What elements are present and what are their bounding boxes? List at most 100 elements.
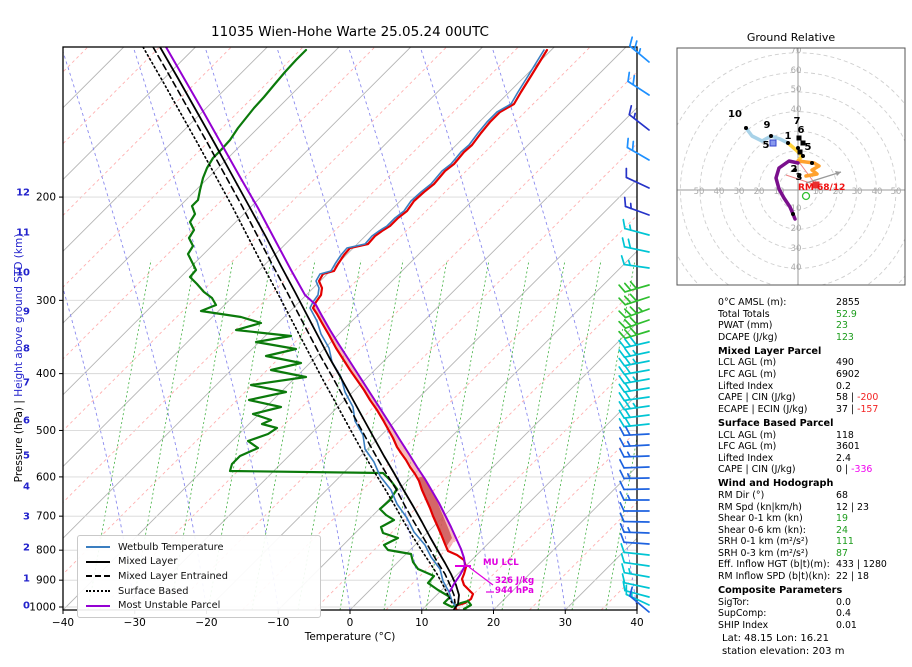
annotation-leader-line: [468, 566, 494, 586]
wind-barb: [618, 391, 650, 402]
isotherm-line: [63, 47, 340, 324]
panel-row-value: 12 | 23: [836, 502, 869, 514]
legend-line-sample: [86, 604, 110, 607]
panel-row-label: CAPE | CIN (J/kg): [718, 464, 796, 476]
panel-row-value: 68: [836, 490, 848, 502]
wind-barb: [622, 218, 650, 236]
station-footer: Lat: 48.15 Lon: 16.21 station elevation:…: [722, 633, 844, 658]
rm-vector-label: RM 68/12: [798, 183, 845, 193]
chart-title: 11035 Wien-Hohe Warte 25.05.24 00UTC: [211, 24, 489, 40]
panel-row-label: SupComp:: [718, 608, 767, 620]
panel-value: 0.2: [836, 380, 851, 392]
hodograph-level-dot: [796, 146, 800, 150]
wind-barb: [618, 365, 650, 376]
wind-barb: [620, 543, 650, 556]
temperature-tick-label: 30: [559, 617, 572, 629]
hodograph-ring-label: 10: [791, 204, 802, 214]
moist-adiabat-line: [491, 47, 637, 610]
legend-item: Mixed Layer Entrained: [86, 569, 312, 584]
wind-barb: [628, 104, 650, 131]
hodograph-ring-label: 70: [791, 46, 802, 56]
legend-item: Surface Based: [86, 584, 312, 599]
panel-row-value: 0.01: [836, 620, 857, 632]
panel-value: 23: [836, 320, 848, 332]
panel-row-label: SRH 0-3 km (m²/s²): [718, 547, 809, 559]
wind-barb: [619, 448, 650, 458]
hodograph-height-label: 6: [798, 125, 805, 136]
station-latlon: Lat: 48.15 Lon: 16.21: [722, 633, 830, 644]
panel-value: 433 | 1280: [836, 559, 887, 571]
motion-arrow-head: [835, 171, 841, 176]
dry-adiabat-guide-line: [63, 47, 447, 432]
wind-barb: [621, 563, 650, 578]
height-tick-label: 12: [16, 188, 30, 199]
temperature-tick-label: 10: [415, 617, 428, 629]
hodograph-border: [676, 47, 906, 286]
ml-cape-area: [417, 476, 452, 547]
panel-section-header: Mixed Layer Parcel: [718, 345, 822, 357]
hodograph-ring-label: 40: [791, 263, 802, 273]
wind-barb: [618, 306, 650, 319]
panel-row: SHIP Index 0.01: [718, 620, 912, 632]
panel-row-label: SigTor:: [718, 596, 750, 608]
panel-row-label: Total Totals: [718, 308, 770, 320]
panel-value: 58 |: [836, 392, 858, 404]
legend-item-label: Mixed Layer Entrained: [118, 570, 228, 582]
wind-barb: [621, 237, 650, 253]
pressure-tick-label: 900: [36, 575, 56, 587]
panel-value: 2855: [836, 297, 860, 308]
panel-row-label: Lifted Index: [718, 452, 774, 464]
pressure-tick-label: 400: [36, 368, 56, 380]
panel-row: LFC AGL (m) 3601: [718, 441, 912, 453]
panel-row-value: 490: [836, 357, 854, 369]
moist-adiabat-line: [276, 47, 423, 610]
hodograph-ring-label: 20: [754, 187, 765, 197]
hodograph-level-dot: [797, 174, 801, 178]
panel-section-header: Wind and Hodograph: [718, 478, 834, 490]
height-tick-label: 0: [23, 601, 30, 612]
height-tick-label: 4: [23, 482, 30, 493]
mixing-ratio-line: [537, 259, 602, 610]
panel-row: Eff. Inflow HGT (b|t)(m): 433 | 1280: [718, 559, 912, 571]
panel-row: RM Inflow SPD (b|t)(kn): 22 | 18: [718, 571, 912, 583]
temperature-tick-label: 20: [487, 617, 500, 629]
panel-row: SRH 0-3 km (m²/s²) 87: [718, 548, 912, 560]
panel-row: Total Totals 52.9: [718, 309, 912, 321]
wind-barb: [628, 586, 650, 613]
height-tick-label: 6: [23, 416, 30, 427]
surface-based-parcel-curve: [142, 47, 453, 604]
wind-barb: [619, 512, 650, 523]
skewt-plot-area: [63, 47, 637, 610]
panel-row-label: 0°C AMSL (m):: [718, 297, 787, 308]
wind-barb: [619, 533, 650, 545]
hodograph-height-label: 2: [791, 164, 798, 175]
station-elevation: station elevation: 203 m: [722, 645, 845, 657]
hodograph-ring-label: 60: [791, 66, 802, 76]
panel-row-value: 2.4: [836, 453, 851, 465]
wind-barb: [619, 480, 650, 491]
right-mover-marker: [812, 181, 820, 189]
isotherm-line: [63, 47, 196, 181]
pressure-tick-label: 200: [36, 192, 56, 204]
panel-value: 3601: [836, 441, 860, 453]
plot-border: [62, 46, 638, 611]
panel-row-value: 111: [836, 536, 854, 548]
hodograph-height-label: 7: [794, 116, 801, 127]
panel-row: LCL AGL (m) 118: [718, 430, 912, 442]
mu-cape-annotation: 326 J/kg: [495, 576, 535, 586]
hodograph-level-dot: [769, 134, 773, 138]
hodograph-title: Ground Relative: [746, 31, 836, 44]
panel-row-value: 3601: [836, 441, 860, 453]
legend-line-sample: [86, 590, 110, 593]
panel-value: 490: [836, 357, 854, 369]
panel-value-secondary: -336: [851, 464, 873, 476]
trace-0-3km: [774, 159, 800, 221]
wind-barb: [618, 280, 650, 293]
temperature-tick-label: 40: [630, 617, 643, 629]
mixed-layer-entrained-parcel-curve: [152, 47, 456, 604]
panel-row: RM Spd (kn|km/h) 12 | 23: [718, 502, 912, 514]
wind-barb: [618, 417, 650, 428]
panel-row-label: PWAT (mm): [718, 320, 773, 332]
height-tick-label: 10: [16, 268, 30, 279]
legend-item-label: Surface Based: [118, 585, 189, 597]
